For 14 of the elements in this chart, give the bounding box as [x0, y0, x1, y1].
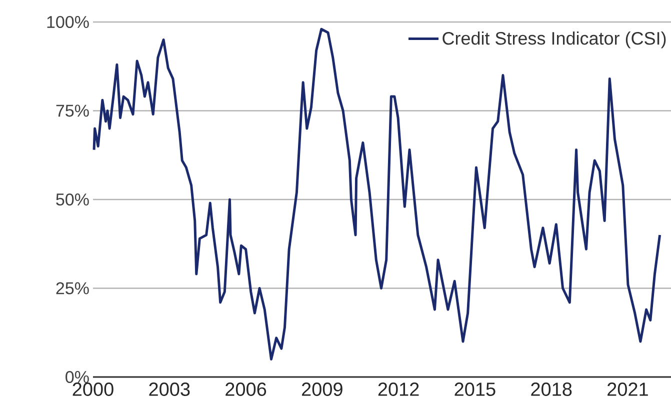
x-tick-label: 2006	[226, 382, 266, 396]
legend-label: Credit Stress Indicator (CSI)	[442, 32, 666, 48]
x-tick-label: 2015	[454, 382, 496, 396]
y-tick-label: 50%	[56, 193, 89, 206]
y-tick-label: 0%	[66, 370, 89, 384]
x-tick-label: 2021	[608, 382, 648, 396]
y-tick-label: 75%	[56, 104, 89, 117]
y-tick-label: 25%	[56, 282, 89, 294]
x-tick-label: 2018	[531, 382, 572, 396]
x-tick-label: 2012	[378, 382, 419, 396]
x-tick-label: 2003	[149, 382, 190, 396]
x-tick-label: 2009	[302, 382, 342, 396]
x-tick-label: 2000	[72, 382, 114, 396]
y-tick-label: 100%	[47, 16, 89, 28]
